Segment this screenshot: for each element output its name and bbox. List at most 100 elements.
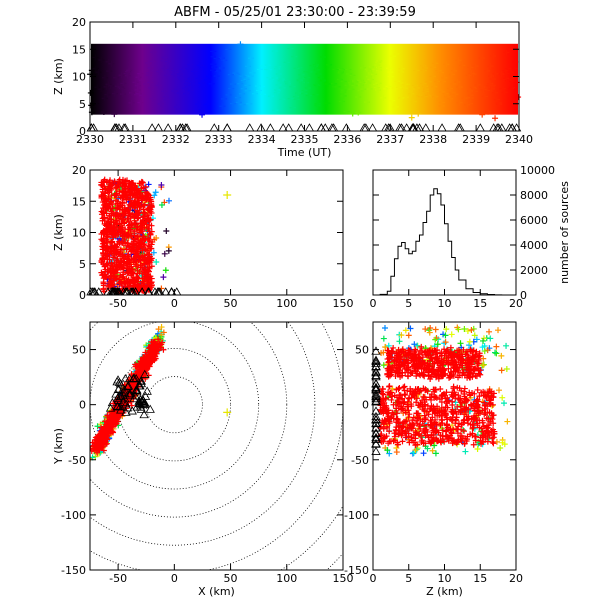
source-point (256, 87, 263, 94)
source-point (445, 365, 452, 372)
source-point (404, 351, 411, 358)
station-marker (371, 391, 381, 400)
source-point (239, 73, 246, 80)
source-point (330, 80, 337, 87)
outlier-point (223, 408, 232, 417)
source-point (271, 75, 278, 82)
source-point (455, 57, 462, 64)
x-tick-label: 2333 (205, 133, 233, 146)
x-tick-label: 2332 (162, 133, 190, 146)
x-tick-label: 100 (276, 572, 297, 585)
source-point (389, 53, 396, 60)
source-point (413, 399, 420, 406)
source-point (422, 88, 429, 95)
source-point (383, 405, 390, 412)
source-point (414, 342, 421, 349)
y-tick-label: -50 (68, 454, 86, 467)
source-point (461, 393, 468, 400)
source-point (487, 63, 494, 70)
source-point (355, 93, 362, 100)
source-point (468, 367, 475, 374)
source-point (456, 99, 463, 106)
source-point (400, 423, 407, 430)
source-point (409, 450, 416, 457)
source-point (315, 71, 322, 78)
source-point (433, 428, 440, 435)
source-point (386, 383, 393, 390)
source-point (102, 266, 109, 273)
source-point (185, 65, 192, 72)
source-point (151, 342, 158, 349)
source-point (209, 67, 216, 74)
source-point (142, 349, 149, 356)
source-point (118, 72, 125, 79)
source-point (391, 362, 398, 369)
source-point (132, 219, 139, 226)
source-point (398, 68, 405, 75)
source-point (124, 232, 131, 239)
station-marker (136, 378, 147, 388)
source-point (104, 412, 111, 419)
source-point (446, 85, 453, 92)
x-tick-label: 0 (171, 572, 178, 585)
source-point (501, 89, 508, 96)
source-point (349, 72, 356, 79)
source-point (373, 84, 380, 91)
source-point (458, 400, 465, 407)
source-point (122, 192, 129, 199)
source-point (501, 400, 508, 407)
source-point (432, 351, 439, 358)
source-point (404, 415, 411, 422)
source-point (416, 354, 423, 361)
source-point (139, 92, 146, 99)
source-point (171, 87, 178, 94)
source-point (424, 445, 431, 452)
source-point (112, 275, 119, 282)
source-point (121, 236, 128, 243)
source-point (476, 352, 483, 359)
source-point (454, 403, 461, 410)
source-point (444, 394, 451, 401)
source-point (470, 400, 477, 407)
x-tick-label: 2335 (291, 133, 319, 146)
source-point (289, 104, 296, 111)
source-point (420, 393, 427, 400)
source-point (396, 384, 403, 391)
x-tick-label: 0 (370, 572, 377, 585)
source-point (443, 61, 450, 68)
source-point (219, 103, 226, 110)
source-point (150, 351, 157, 358)
source-point (458, 426, 465, 433)
x-tick-label: 150 (333, 572, 354, 585)
source-point (388, 366, 395, 373)
source-point (412, 432, 419, 439)
source-point (127, 202, 134, 209)
source-point (413, 372, 420, 379)
source-point (409, 358, 416, 365)
source-point (463, 348, 470, 355)
source-point (503, 49, 510, 56)
source-point (147, 358, 154, 365)
source-point (512, 58, 519, 65)
x-tick-label: 10 (438, 297, 452, 310)
station-marker (111, 389, 121, 398)
source-point (237, 80, 244, 87)
station-marker (136, 404, 147, 413)
source-point (433, 394, 440, 401)
source-point (396, 338, 403, 345)
source-point (234, 94, 241, 101)
source-point (137, 99, 144, 106)
y-tick-label: 0 (79, 125, 86, 138)
source-point (127, 278, 134, 285)
source-point (249, 69, 256, 76)
source-point (153, 234, 160, 241)
source-point (101, 95, 108, 102)
source-point (98, 257, 105, 264)
source-point (268, 76, 275, 83)
source-point (128, 99, 135, 106)
source-point (210, 61, 217, 68)
source-point (340, 87, 347, 94)
source-point (127, 197, 134, 204)
source-point (240, 85, 247, 92)
station-marker (140, 369, 150, 378)
